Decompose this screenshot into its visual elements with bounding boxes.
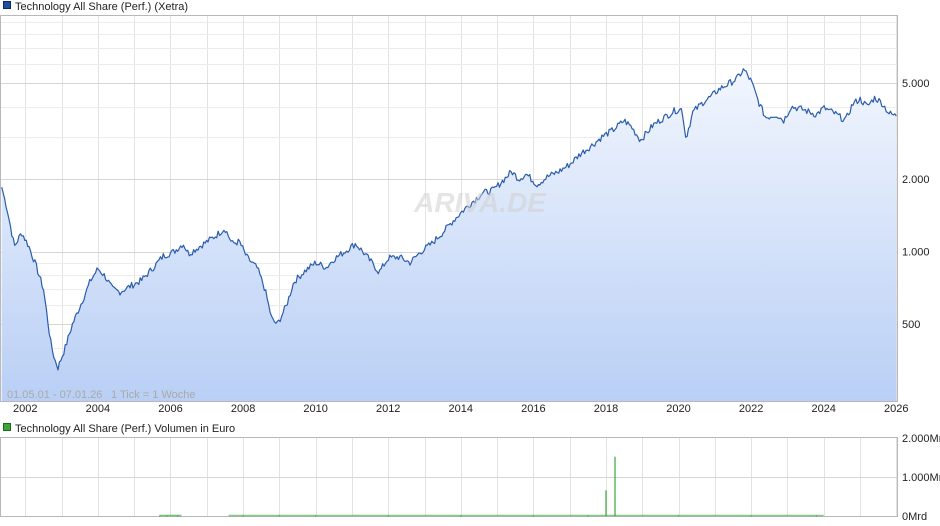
volume-bar [614,456,616,516]
volume-bar [532,515,534,517]
period-label: 01.05.01 - 07.01.26 [7,389,102,401]
price-x-tick-label: 2010 [303,403,327,415]
volume-bar [166,515,168,517]
price-x-axis: 2002 2004 2006 2008 2010 2012 2014 2016 2018 2020… [13,403,908,415]
price-area-fill [1,68,897,402]
volume-legend-label: Technology All Share (Perf.) Volumen in … [15,423,235,435]
price-legend-swatch [3,1,11,9]
volume-bar [278,515,280,517]
volume-bar [750,515,752,517]
price-series [1,68,897,402]
price-x-tick-label: 2002 [13,403,37,415]
volume-bar [177,515,179,517]
volume-bar [315,515,317,517]
volume-legend: Technology All Share (Perf.) Volumen in … [3,423,235,435]
price-x-tick-label: 2022 [739,403,763,415]
price-line [1,68,897,371]
volume-bar [815,515,817,517]
volume-y-tick-label: 2.000Mrd [902,433,940,445]
price-x-tick-label: 2020 [666,403,690,415]
volume-bar [159,515,161,517]
price-x-tick-label: 2008 [231,403,255,415]
volume-bar [242,515,244,517]
price-x-tick-label: 2014 [449,403,473,415]
volume-grid [1,438,897,516]
volume-series [159,456,824,517]
volume-legend-swatch [3,423,11,431]
volume-y-tick-label: 0Mrd [902,511,927,523]
price-x-tick-label: 2024 [811,403,835,415]
price-x-tick-label: 2026 [884,403,908,415]
volume-bar [387,515,389,517]
volume-bar [605,490,607,516]
volume-bar [460,515,462,517]
price-x-tick-label: 2016 [521,403,545,415]
volume-panel: 0Mrd 1.000Mrd 2.000Mrd [0,433,940,523]
price-x-tick-label: 2006 [158,403,182,415]
price-x-tick-label: 2018 [594,403,618,415]
volume-y-tick-label: 1.000Mrd [902,472,940,484]
price-x-tick-label: 2004 [86,403,110,415]
price-y-tick-label: 2.000 [902,174,930,186]
watermark: ARIVA.DE [413,187,547,218]
price-y-tick-label: 1.000 [902,247,930,259]
volume-bar [677,515,680,517]
price-legend: Technology All Share (Perf.) (Xetra) [3,1,188,13]
price-x-tick-label: 2012 [376,403,400,415]
price-y-tick-label: 5.000 [902,78,930,90]
price-y-tick-label: 500 [902,319,920,331]
volume-y-axis: 0Mrd 1.000Mrd 2.000Mrd [902,433,940,523]
volume-bar [587,515,589,517]
price-y-axis: 500 1.000 2.000 5.000 [902,78,930,331]
tick-label: 1 Tick = 1 Woche [111,389,195,401]
price-legend-label: Technology All Share (Perf.) (Xetra) [15,1,188,13]
